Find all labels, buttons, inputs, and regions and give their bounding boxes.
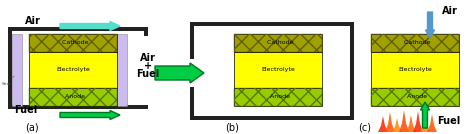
Polygon shape (406, 115, 416, 132)
Polygon shape (378, 116, 388, 132)
Text: Air: Air (25, 16, 41, 26)
Bar (29, 34, 117, 52)
Text: Air: Air (140, 53, 156, 63)
FancyArrow shape (60, 21, 120, 31)
Bar (8, 27, 148, 31)
Bar (144, 27, 148, 36)
Text: Fuel: Fuel (14, 105, 37, 115)
Bar (190, 87, 194, 120)
FancyArrow shape (155, 63, 204, 83)
Text: Electrolyte: Electrolyte (261, 68, 295, 72)
Text: Anode: Anode (266, 94, 290, 100)
Bar (29, 52, 117, 88)
Text: Seal: Seal (1, 82, 11, 86)
Text: Anode: Anode (403, 94, 427, 100)
Polygon shape (399, 110, 409, 132)
Bar (144, 108, 148, 109)
Polygon shape (385, 112, 395, 132)
Bar (350, 22, 354, 120)
Bar (8, 105, 148, 109)
Bar (8, 27, 12, 109)
Bar (234, 34, 322, 52)
Text: Fuel: Fuel (137, 69, 160, 79)
Polygon shape (413, 111, 423, 132)
Text: (a): (a) (25, 122, 38, 132)
Text: Anode: Anode (61, 94, 85, 100)
Text: Electrolyte: Electrolyte (398, 68, 432, 72)
Bar (29, 34, 117, 52)
Bar (371, 88, 459, 106)
Text: Cathode: Cathode (400, 40, 430, 46)
Polygon shape (392, 118, 402, 132)
FancyArrow shape (420, 102, 429, 128)
FancyArrow shape (426, 12, 435, 38)
Text: +: + (144, 61, 152, 71)
FancyArrow shape (60, 111, 120, 120)
Bar (12, 34, 22, 106)
Polygon shape (427, 114, 437, 132)
Bar (371, 34, 459, 52)
Polygon shape (420, 117, 430, 132)
Bar (234, 52, 322, 88)
Text: Cathode: Cathode (263, 40, 293, 46)
Bar (234, 34, 322, 52)
Bar (234, 88, 322, 106)
Bar (371, 52, 459, 88)
Text: Cathode: Cathode (58, 40, 88, 46)
Text: (c): (c) (358, 122, 371, 132)
Text: Fuel: Fuel (437, 116, 460, 126)
Bar (190, 22, 350, 26)
Bar (234, 88, 322, 106)
Bar (371, 34, 459, 52)
Bar (190, 22, 194, 59)
Bar (190, 116, 350, 120)
Text: (b): (b) (225, 122, 239, 132)
Bar (29, 88, 117, 106)
Text: Air: Air (442, 6, 458, 16)
Text: Electrolyte: Electrolyte (56, 68, 90, 72)
Bar (117, 34, 127, 106)
Bar (371, 88, 459, 106)
Bar (29, 88, 117, 106)
